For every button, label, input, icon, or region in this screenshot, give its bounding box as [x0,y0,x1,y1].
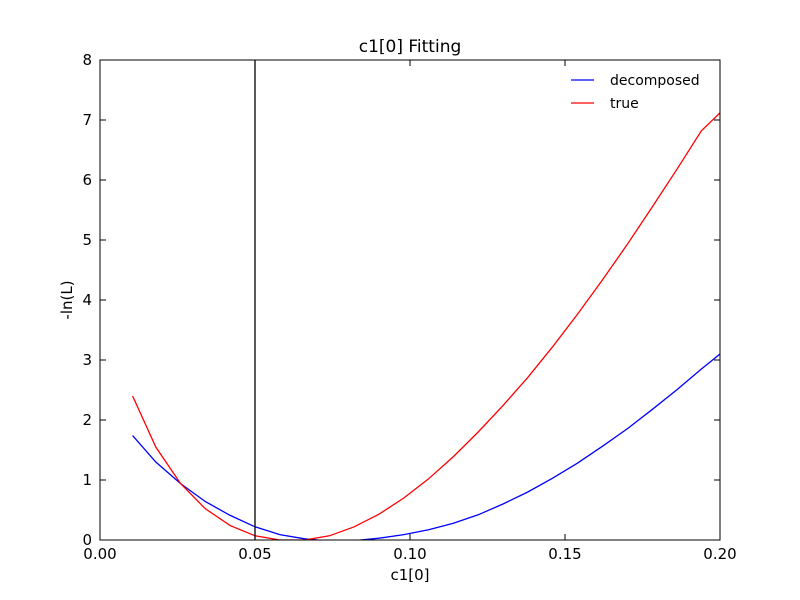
ticks: 0.00 0.05 0.10 0.15 0.20 0 1 2 3 4 5 6 7 8 [82,51,736,563]
legend: decomposed true [571,73,700,112]
legend-label-true: true [610,96,639,112]
y-tick-label: 0 [82,531,92,549]
x-axis-title: c1[0] [390,566,429,584]
y-axis-title: -ln(L) [58,280,76,319]
y-tick-label: 2 [82,411,92,429]
chart-title: c1[0] Fitting [359,37,462,57]
series-line-true [132,112,720,540]
x-tick-label: 0.10 [393,545,426,563]
y-tick-label: 6 [82,171,92,189]
y-tick-label: 3 [82,351,92,369]
plot-background [100,60,720,540]
x-tick-label: 0.00 [83,545,116,563]
x-tick-label: 0.05 [238,545,271,563]
series-layer [132,60,720,540]
y-tick-label: 1 [82,471,92,489]
legend-label-decomposed: decomposed [610,73,700,89]
y-tick-label: 5 [82,231,92,249]
y-tick-label: 7 [82,111,92,129]
x-tick-label: 0.20 [703,545,736,563]
y-tick-label: 8 [82,51,92,69]
series-line-decomposed [132,353,720,540]
plot-frame [99,59,721,541]
x-tick-label: 0.15 [548,545,581,563]
y-tick-label: 4 [82,291,92,309]
